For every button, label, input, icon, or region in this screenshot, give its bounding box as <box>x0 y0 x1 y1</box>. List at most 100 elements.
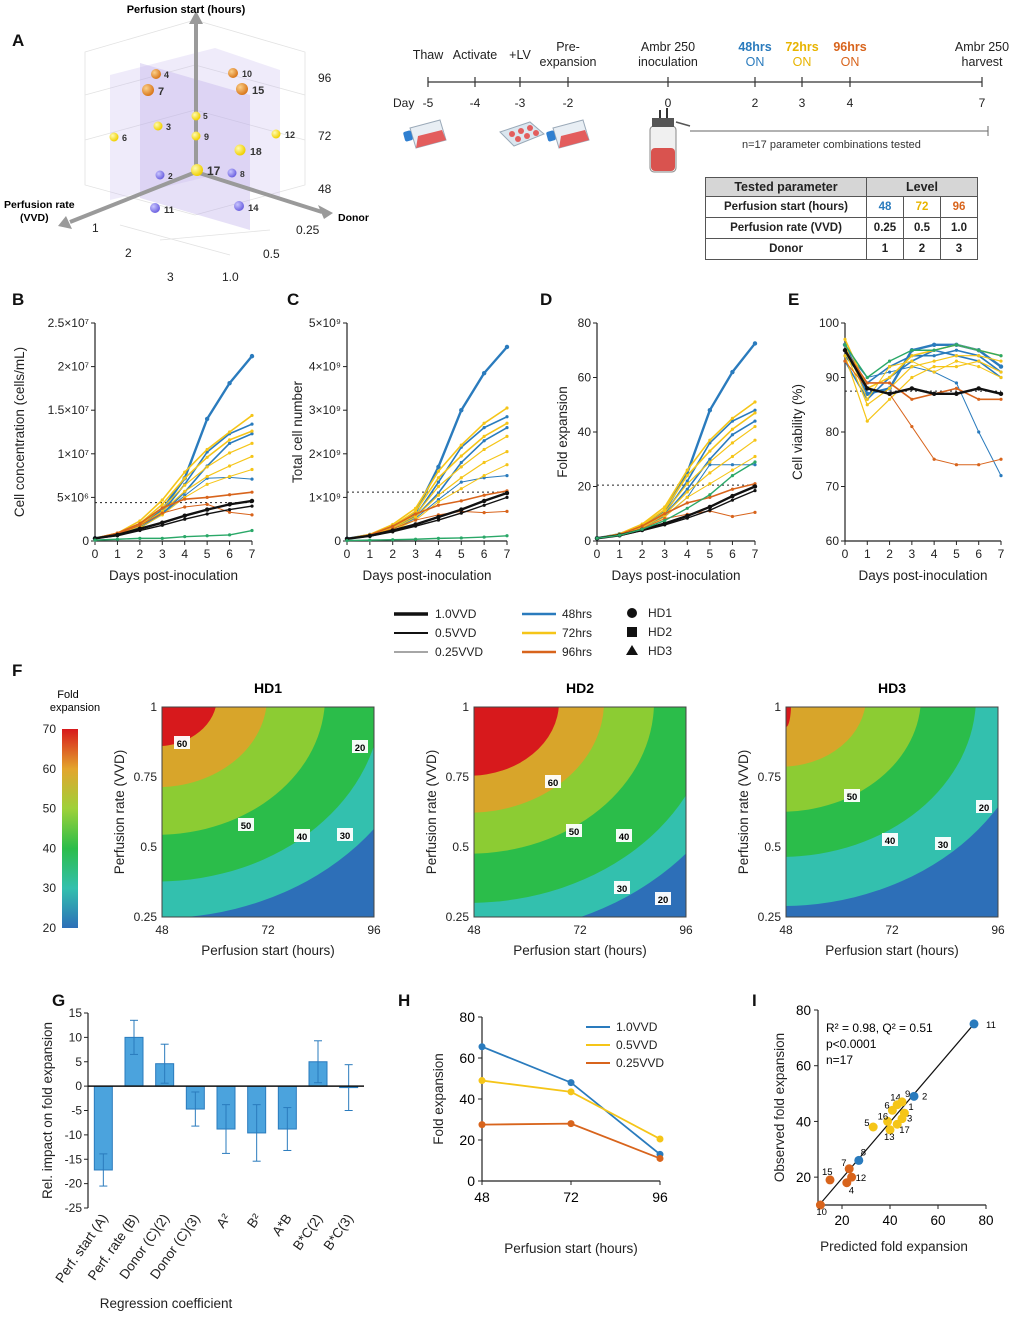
data-point <box>205 465 209 469</box>
data-point <box>708 471 712 475</box>
contour-fill-group <box>474 707 686 917</box>
y-tick-label: 40 <box>459 1091 475 1107</box>
plot-title: HD3 <box>878 680 906 696</box>
y-tick-label: 1×10⁷ <box>58 447 89 461</box>
data-point <box>730 493 735 499</box>
data-point <box>183 483 187 487</box>
y-tick-label: 15 <box>69 1006 83 1020</box>
data-point <box>865 391 870 397</box>
table-header-param: Tested parameter <box>705 177 867 197</box>
y-tick-label: 0 <box>75 1079 82 1093</box>
y-tick-label: 0.25 <box>758 910 782 924</box>
data-point <box>138 528 142 533</box>
data-point <box>730 487 735 491</box>
x-tick-label: 3 <box>412 547 419 561</box>
data-point <box>505 434 509 438</box>
data-point <box>227 508 232 512</box>
x-tick-label: 48 <box>467 923 481 937</box>
data-point <box>976 386 981 391</box>
data-point <box>160 498 164 502</box>
chart-c: 0 1×10⁹ 2×10⁹ 3×10⁹ 4×10⁹ 5×10⁹ 0 1 2 3 4 5 6 7 Days p… <box>290 316 511 583</box>
scatter-point <box>883 1116 893 1126</box>
fit-line <box>819 1023 975 1204</box>
data-point <box>459 460 463 465</box>
y-tick-label: 2.5×10⁷ <box>48 316 89 330</box>
table-cell-level: 96 <box>940 196 978 218</box>
data-point <box>505 406 509 410</box>
data-point <box>865 375 869 380</box>
data-point <box>391 524 395 528</box>
point-label: 2 <box>922 1091 927 1102</box>
data-point <box>436 476 441 480</box>
data-point <box>160 520 165 525</box>
data-point <box>910 397 914 401</box>
timeline-day: 3 <box>799 96 806 110</box>
scatter-point <box>854 1155 864 1165</box>
data-point <box>685 468 689 472</box>
y-tick-label: 20 <box>796 1170 811 1185</box>
timeline-day: 7 <box>979 96 986 110</box>
x-tick-label: 5 <box>204 547 211 561</box>
data-point <box>909 386 915 391</box>
data-point <box>482 434 486 438</box>
y-tick-label: 20 <box>459 1132 475 1148</box>
x-tick-label: 4 <box>931 547 938 561</box>
data-point <box>93 538 97 542</box>
data-point <box>932 457 936 461</box>
data-point <box>954 348 959 352</box>
axis-vertical-arrow <box>189 11 203 24</box>
legend-marker-triangle <box>626 645 638 655</box>
chart-i: 20 20 40 40 60 60 80 80 Predicted fold expansion… <box>772 1003 996 1254</box>
x-tick-label: 6 <box>975 547 982 561</box>
data-point <box>954 359 959 363</box>
data-point <box>459 408 464 413</box>
series-line <box>346 426 508 540</box>
x-tick-label: 2 <box>639 547 646 561</box>
x-tick-label: A² <box>213 1211 233 1231</box>
series-line <box>844 344 1002 400</box>
data-point <box>685 479 689 483</box>
data-point <box>482 511 486 515</box>
x-tick-label: 48 <box>474 1189 490 1205</box>
data-point <box>505 495 509 499</box>
data-point <box>459 507 464 512</box>
contour-label-bg <box>566 824 582 837</box>
y-tick-label: 100 <box>819 316 839 330</box>
data-point <box>227 464 232 468</box>
scatter-point <box>892 1119 902 1129</box>
y-tick-label: 0 <box>584 534 591 548</box>
legend-label-05vvd: 0.5VVD <box>435 626 477 640</box>
series-line <box>844 349 1001 401</box>
x-tick-label: 2 <box>389 547 396 561</box>
cube-point-label: 6 <box>122 133 127 143</box>
timeline-step-label: harvest <box>962 55 1004 69</box>
data-point <box>910 375 914 380</box>
legend-label-10vvd: 1.0VVD <box>435 607 477 621</box>
data-point <box>250 422 254 426</box>
data-point <box>730 474 735 478</box>
data-point <box>160 502 164 506</box>
x-axis-title: Days post-inoculation <box>109 568 238 583</box>
y-tick-label: 1 <box>150 700 157 714</box>
y-tick-label: 80 <box>826 425 840 439</box>
data-point <box>115 534 120 538</box>
data-point <box>753 510 757 514</box>
contour-label-bg <box>294 829 310 842</box>
point-label: 6 <box>884 1100 889 1111</box>
data-point <box>730 454 735 459</box>
data-point <box>977 430 981 434</box>
data-point <box>843 354 847 358</box>
data-point <box>205 502 209 506</box>
scatter-point <box>868 1122 878 1132</box>
y-tick-label: -25 <box>65 1201 83 1215</box>
x-tick-label: 7 <box>998 547 1005 561</box>
stat-text: R² = 0.98, Q² = 0.51 <box>826 1021 933 1035</box>
x-tick-label: 6 <box>226 547 233 561</box>
y-tick-label: 80 <box>796 1003 811 1018</box>
data-point <box>595 536 599 540</box>
y-tick-label: -20 <box>65 1177 83 1191</box>
y-tick-label: 0.25 <box>134 910 158 924</box>
data-point <box>227 502 232 507</box>
series-line <box>94 499 253 540</box>
table-cell-level: 48 <box>866 196 904 218</box>
